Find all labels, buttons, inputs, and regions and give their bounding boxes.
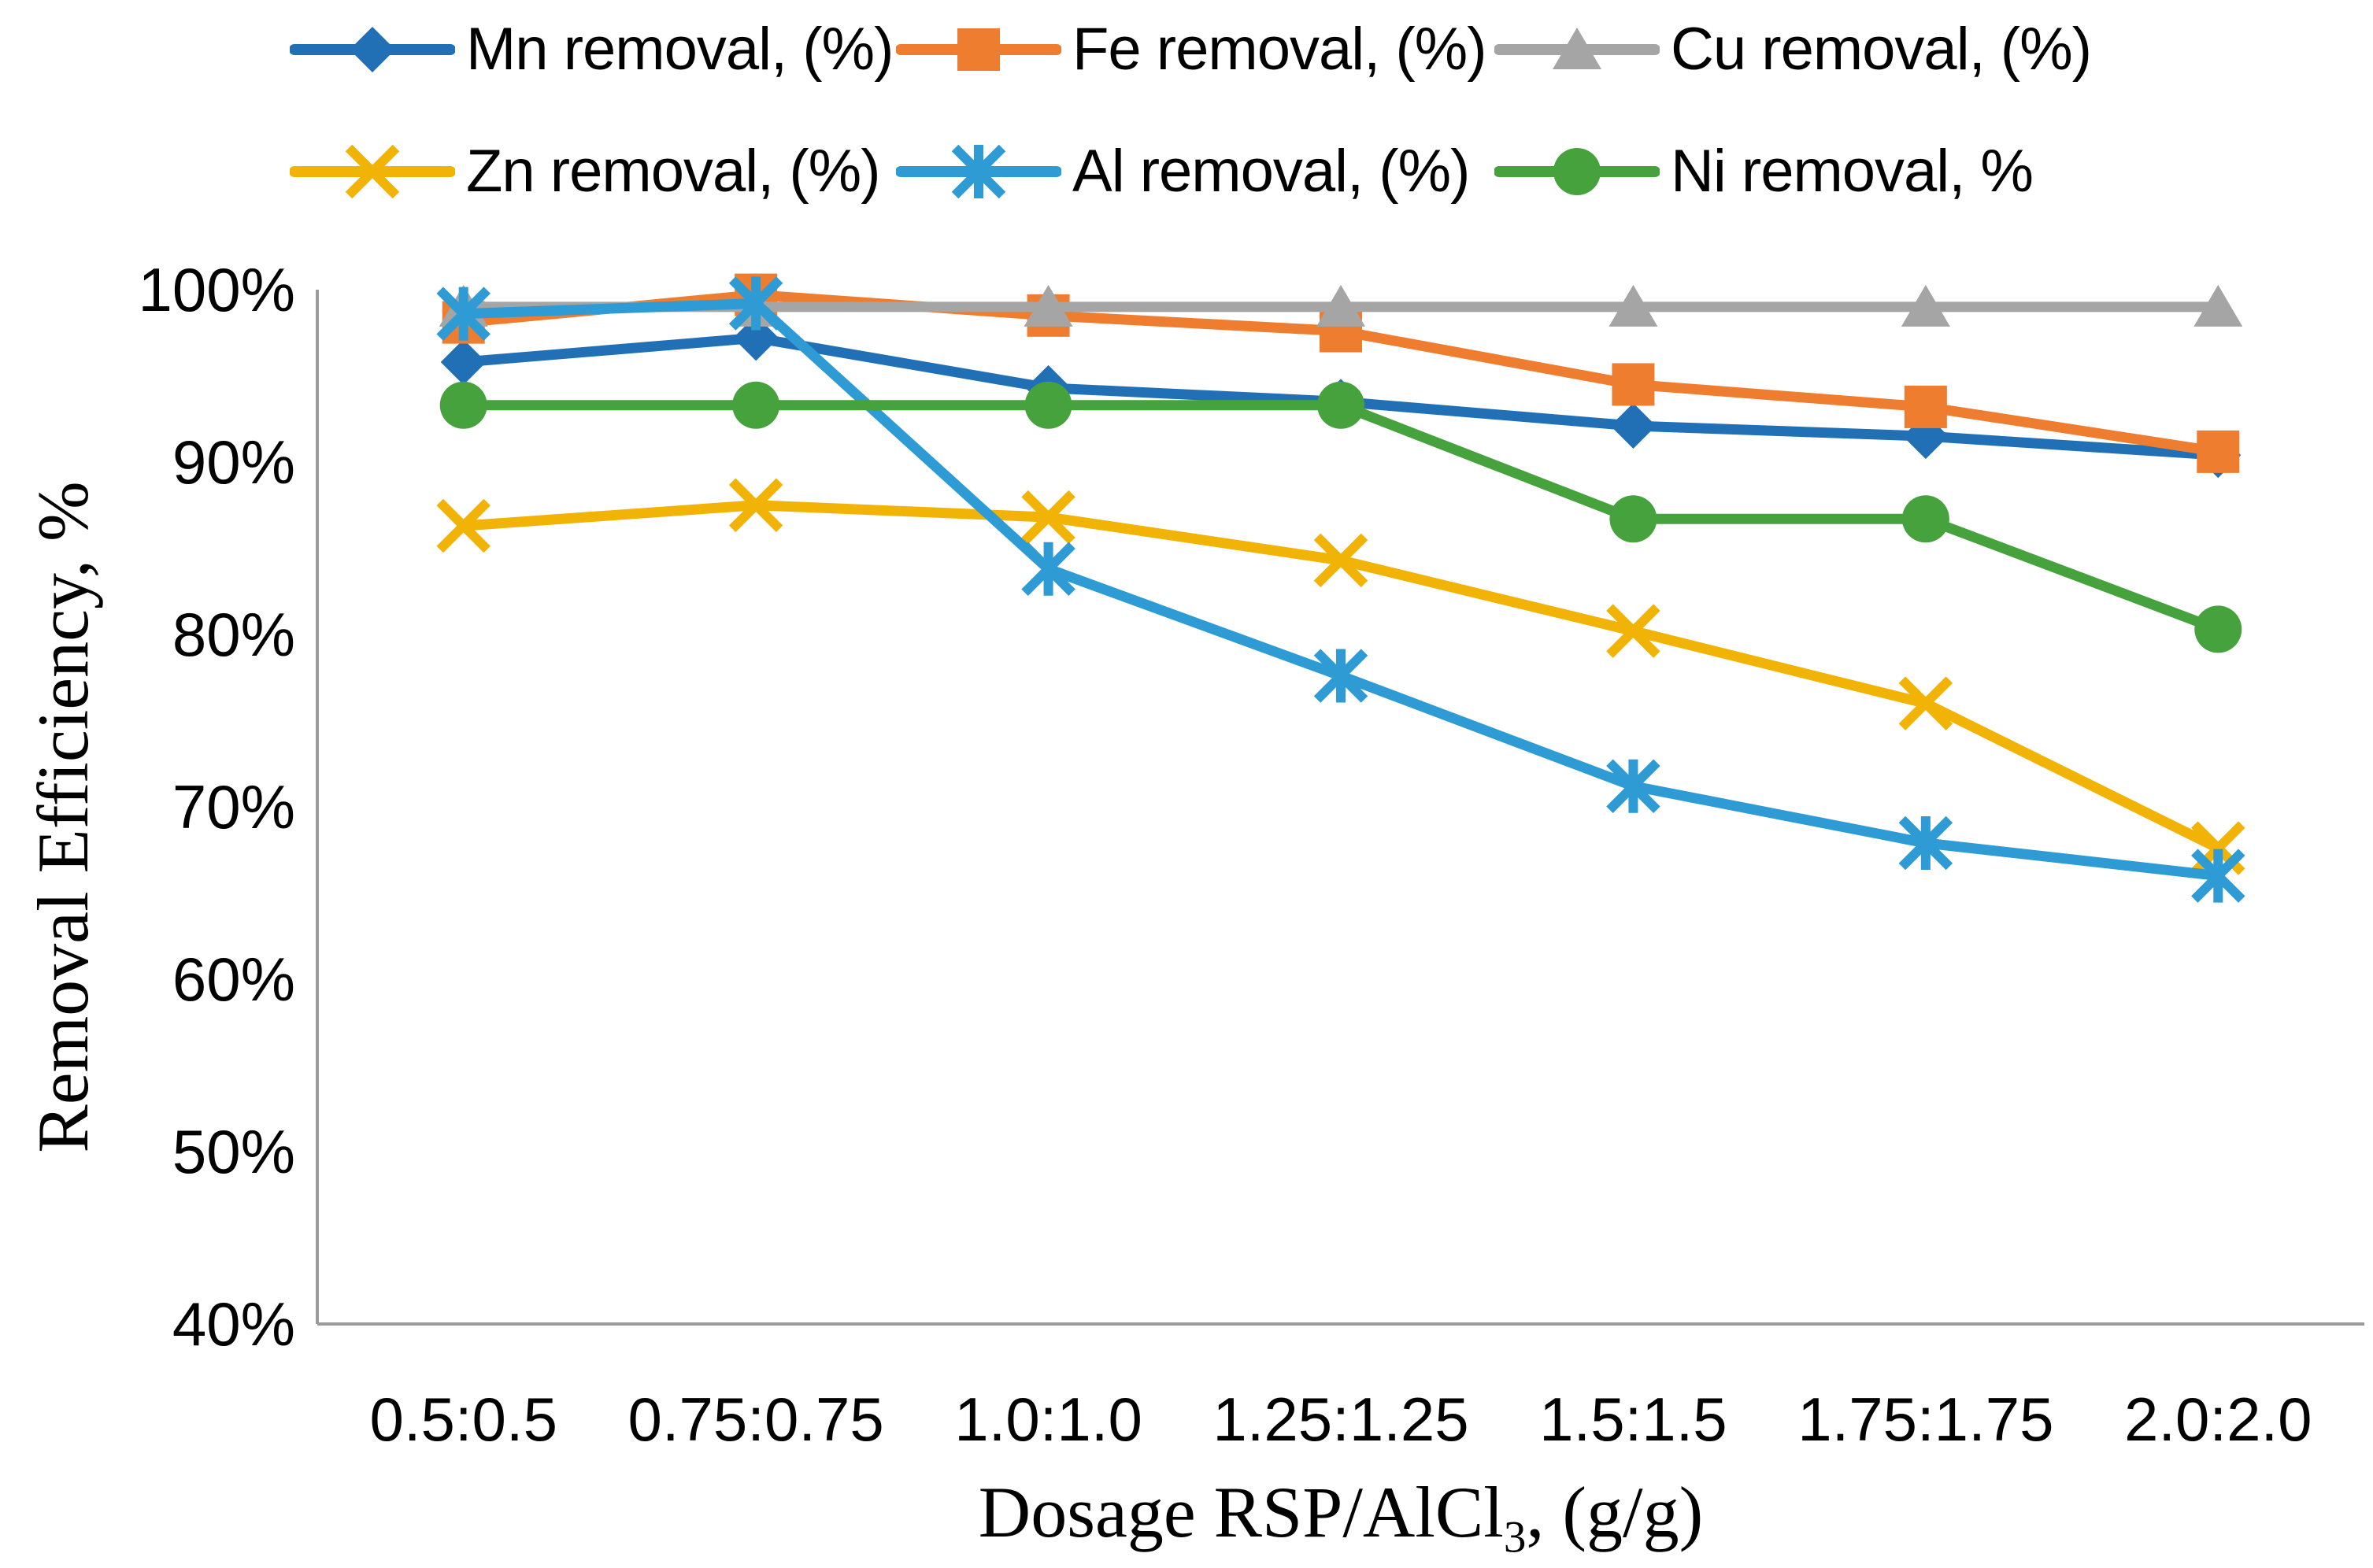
x-tick-label: 1.0:1.0 [954,1385,1142,1454]
y-tick-label: 70% [172,772,295,841]
data-point-marker [1317,381,1364,429]
data-point-marker [2191,849,2245,903]
data-point-marker [957,28,1000,71]
x-tick-label: 1.75:1.75 [1797,1385,2053,1454]
legend-label-ni: Ni removal, % [1671,138,2034,205]
data-point-marker [1898,676,1953,730]
data-point-marker [440,338,487,385]
y-tick-label: 40% [172,1289,295,1359]
data-point-marker [1610,403,1657,449]
ni-series-marker-icon [1494,128,1660,215]
data-point-marker [951,144,1006,199]
legend-item-zn: Zn removal, (%) [289,128,881,215]
y-tick-label: 50% [172,1117,295,1186]
mn-series-marker-icon [289,6,456,93]
cu-series-marker-icon [1494,6,1660,93]
legend-item-mn: Mn removal, (%) [289,6,894,93]
data-point-marker [345,144,400,199]
data-point-marker [1316,284,1365,327]
y-tick-label: 90% [172,427,295,497]
data-point-marker [728,478,783,532]
legend-item-al: Al removal, (%) [895,128,1470,215]
legend-label-zn: Zn removal, (%) [466,138,881,205]
zn-series-marker-icon [289,128,456,215]
data-point-marker [350,27,395,72]
data-point-marker [1904,385,1947,428]
data-point-marker [1609,284,1658,327]
x-tick-label: 1.5:1.5 [1539,1385,1727,1454]
legend-label-fe: Fe removal, (%) [1072,16,1487,83]
data-point-marker [1553,148,1601,195]
data-point-marker [2193,284,2243,327]
data-point-marker [1901,284,1950,327]
data-point-marker [1609,495,1657,543]
legend-label-al: Al removal, (%) [1072,138,1470,205]
data-point-marker [1606,604,1660,658]
data-point-marker [436,498,491,553]
al-series-marker-icon [895,128,1062,215]
data-point-marker [1024,284,1073,327]
y-tick-label: 60% [172,945,295,1014]
data-point-marker [1024,381,1072,429]
legend-item-fe: Fe removal, (%) [895,6,1487,93]
data-point-marker [439,381,487,429]
x-tick-label: 1.25:1.25 [1212,1385,1468,1454]
x-axis-title: Dosage RSP/AlCl3, (g/g) [978,1472,1704,1562]
legend-item-ni: Ni removal, % [1494,128,2034,215]
x-tick-label: 2.0:2.0 [2124,1385,2312,1454]
data-point-marker [2197,430,2240,473]
y-tick-label: 100% [139,255,296,324]
legend-item-cu: Cu removal, (%) [1494,6,2092,93]
data-point-marker [1612,363,1655,406]
legend-label-mn: Mn removal, (%) [466,16,894,83]
x-tick-label: 0.5:0.5 [369,1385,557,1454]
data-point-marker [1313,649,1368,703]
data-point-marker [1313,533,1368,588]
data-point-marker [728,276,783,331]
fe-series-marker-icon [895,6,1062,93]
legend-label-cu: Cu removal, (%) [1671,16,2092,83]
data-point-marker [2194,605,2242,653]
x-tick-label: 0.75:0.75 [627,1385,883,1454]
data-point-marker [1606,759,1660,813]
data-point-marker [1901,495,1949,543]
data-point-marker [1021,542,1075,597]
data-point-marker [1553,28,1601,69]
data-point-marker [1021,490,1075,545]
y-axis-title: Removal Efficiency, % [23,481,103,1153]
data-point-marker [436,287,491,341]
y-tick-label: 80% [172,600,295,669]
data-point-marker [732,381,780,429]
data-point-marker [1898,815,1953,871]
